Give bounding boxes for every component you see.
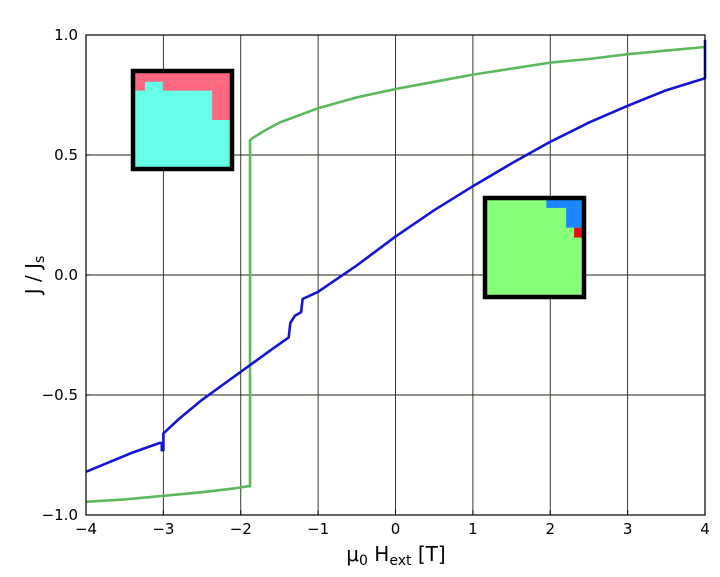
x-axis-label-unit: [T] [412,542,446,566]
insets [130,68,587,300]
x-tick-label: −4 [75,520,97,538]
x-axis-label: μ0 Hext [T] [346,542,445,569]
x-axis-label-base: μ [346,542,359,566]
x-axis-label-sub1: 0 [359,553,368,569]
inset-domain-cell [574,227,583,238]
x-tick-label: 4 [700,520,710,538]
y-tick-label: 1.0 [54,26,78,44]
x-tick-label: 2 [545,520,555,538]
y-tick-label: 0.0 [54,266,78,284]
inset-border [130,68,235,172]
x-tick-label: −1 [307,520,329,538]
y-tick-label: −0.5 [42,386,78,404]
x-tick-label: −3 [152,520,174,538]
x-tick-labels: −4 −3 −2 −1 0 1 2 3 4 [75,510,710,538]
series-line-1 [85,45,706,504]
inset-lower-right [482,195,587,300]
y-tick-label: −1.0 [42,506,78,524]
inset-domain-cell [162,81,213,91]
x-axis-label-sub2: ext [389,553,412,569]
series-lines [85,39,707,504]
inset-domain-cell [566,207,583,228]
inset-domain-cell [546,198,583,208]
y-axis-label-base: J / J [21,263,45,296]
inset-domain-cell [133,81,145,91]
inset-domain-cell [133,71,232,82]
inset-upper-left [130,68,235,172]
x-tick-label: 3 [623,520,633,538]
x-tick-label: −2 [230,520,252,538]
y-axis-label-sub: s [32,256,48,263]
series-line-2 [85,39,707,474]
x-tick-label: 0 [391,520,401,538]
inset-domain-cell [212,81,232,120]
x-tick-label: 1 [468,520,478,538]
x-axis-label-mid: H [368,542,389,566]
y-tick-labels: −1.0 −0.5 0.0 0.5 1.0 [42,26,91,524]
inset-border [482,195,587,300]
y-axis-label: J / Js [21,256,48,297]
y-tick-label: 0.5 [54,146,78,164]
